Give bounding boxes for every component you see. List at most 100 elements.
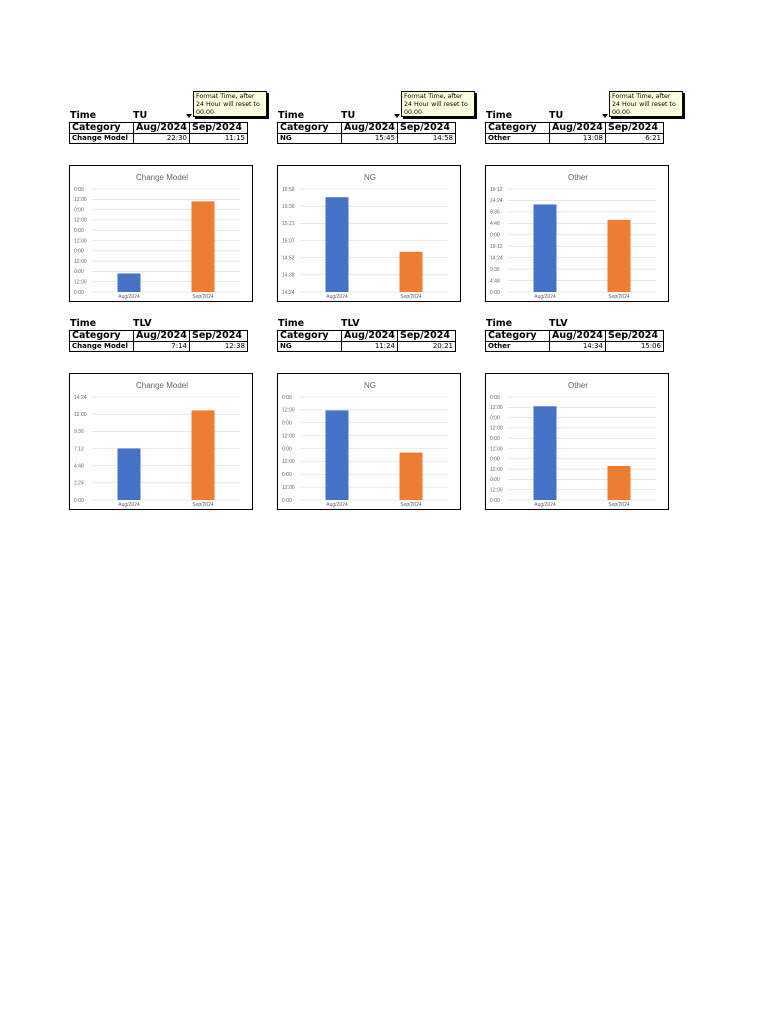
value-cell[interactable]: 12:38 bbox=[189, 341, 248, 352]
month-header[interactable]: Aug/2024 bbox=[549, 122, 606, 134]
data-table: Category Aug/2024 Sep/2024 NG 11:24 20:21 bbox=[277, 330, 456, 352]
value-cell[interactable]: 11:24 bbox=[341, 341, 398, 352]
y-tick-label: 0:00 bbox=[74, 228, 84, 234]
category-cell[interactable]: NG bbox=[277, 341, 342, 352]
value-cell[interactable]: 20:21 bbox=[397, 341, 456, 352]
y-tick-label: 0:00 bbox=[74, 269, 84, 275]
bar-chart: Change Model 0:00 12:00 0:00 12:00 0:00 12:00 0… bbox=[69, 165, 253, 302]
table-header-row: Category Aug/2024 Sep/2024 bbox=[69, 122, 248, 134]
y-tick-label: 12:00 bbox=[74, 259, 87, 265]
table-row: Change Model 22:30 11:15 bbox=[69, 133, 248, 144]
chart-title: Change Model bbox=[136, 381, 188, 390]
y-tick-label: 0:00 bbox=[490, 436, 500, 442]
value-cell[interactable]: 14:34 bbox=[549, 341, 606, 352]
x-tick-label: Sep/2024 bbox=[400, 502, 422, 508]
bar[interactable] bbox=[607, 219, 631, 292]
table-header-row: Category Aug/2024 Sep/2024 bbox=[69, 330, 248, 342]
category-header[interactable]: Category bbox=[485, 330, 550, 342]
month-header[interactable]: Sep/2024 bbox=[397, 330, 456, 342]
y-tick-label: 0:00 bbox=[282, 472, 292, 478]
bar[interactable] bbox=[533, 406, 557, 500]
y-tick-label: 12:00 bbox=[282, 485, 295, 491]
y-tick-label: 12:00 bbox=[74, 280, 87, 286]
bar[interactable] bbox=[399, 452, 423, 500]
comment-note[interactable]: Format Time, after 24 Hour will reset to… bbox=[193, 91, 267, 117]
y-tick-label: 0:00 bbox=[282, 395, 292, 401]
value-cell[interactable]: 6:21 bbox=[605, 133, 664, 144]
table-header-row: Category Aug/2024 Sep/2024 bbox=[277, 122, 456, 134]
y-tick-label: 0:00 bbox=[490, 457, 500, 463]
month-header[interactable]: Sep/2024 bbox=[397, 122, 456, 134]
value-cell[interactable]: 11:15 bbox=[189, 133, 248, 144]
y-tick-label: 15:21 bbox=[282, 221, 295, 227]
y-tick-label: 12:00 bbox=[490, 488, 503, 494]
value-cell[interactable]: 15:06 bbox=[605, 341, 664, 352]
value-cell[interactable]: 13:08 bbox=[549, 133, 606, 144]
category-cell[interactable]: Other bbox=[485, 341, 550, 352]
category-header[interactable]: Category bbox=[485, 122, 550, 134]
value-cell[interactable]: 14:58 bbox=[397, 133, 456, 144]
chart-title: NG bbox=[364, 381, 376, 390]
category-cell[interactable]: NG bbox=[277, 133, 342, 144]
month-header[interactable]: Sep/2024 bbox=[189, 122, 248, 134]
chart-title: Other bbox=[568, 173, 588, 182]
bar[interactable] bbox=[533, 204, 557, 292]
time-label: Time bbox=[486, 110, 513, 121]
location-label: TU bbox=[341, 110, 356, 121]
y-tick-label: 12:00 bbox=[490, 467, 503, 473]
y-tick-label: 19:12 bbox=[490, 244, 503, 250]
month-header[interactable]: Sep/2024 bbox=[189, 330, 248, 342]
chart-title: NG bbox=[364, 173, 376, 182]
bar[interactable] bbox=[191, 201, 215, 292]
month-header[interactable]: Sep/2024 bbox=[605, 122, 664, 134]
x-tick-label: Sep/2024 bbox=[608, 502, 630, 508]
y-tick-label: 14:24 bbox=[490, 255, 503, 261]
y-tick-label: 0:00 bbox=[490, 415, 500, 421]
y-tick-label: 0:00 bbox=[490, 477, 500, 483]
table-header-row: Category Aug/2024 Sep/2024 bbox=[485, 122, 664, 134]
category-header[interactable]: Category bbox=[277, 330, 342, 342]
comment-note[interactable]: Format Time, after 24 Hour will reset to… bbox=[609, 91, 683, 117]
bar[interactable] bbox=[325, 410, 349, 500]
y-tick-label: 12:00 bbox=[282, 433, 295, 439]
bar-chart: Other 0:00 12:00 0:00 12:00 0:00 12:00 0:00 12:0… bbox=[485, 373, 669, 510]
category-header[interactable]: Category bbox=[277, 122, 342, 134]
bar[interactable] bbox=[117, 448, 141, 501]
bar[interactable] bbox=[325, 197, 349, 292]
y-tick-label: 0:00 bbox=[490, 233, 500, 239]
time-header: Time TU bbox=[69, 110, 247, 121]
y-tick-label: 0:00 bbox=[490, 498, 500, 504]
category-header[interactable]: Category bbox=[69, 122, 134, 134]
value-cell[interactable]: 15:45 bbox=[341, 133, 398, 144]
y-tick-label: 15:36 bbox=[282, 204, 295, 210]
y-tick-label: 0:00 bbox=[74, 498, 84, 504]
comment-note[interactable]: Format Time, after 24 Hour will reset to… bbox=[401, 91, 475, 117]
category-cell[interactable]: Change Model bbox=[69, 133, 134, 144]
y-tick-label: 0:00 bbox=[490, 395, 500, 401]
category-cell[interactable]: Change Model bbox=[69, 341, 134, 352]
month-header[interactable]: Aug/2024 bbox=[133, 330, 190, 342]
table-row: Other 14:34 15:06 bbox=[485, 341, 664, 352]
time-label: Time bbox=[70, 318, 97, 329]
month-header[interactable]: Aug/2024 bbox=[341, 122, 398, 134]
y-tick-label: 4:48 bbox=[490, 221, 500, 227]
month-header[interactable]: Aug/2024 bbox=[549, 330, 606, 342]
location-label: TU bbox=[133, 110, 148, 121]
month-header[interactable]: Aug/2024 bbox=[133, 122, 190, 134]
y-tick-label: 14:52 bbox=[282, 255, 295, 261]
x-tick-label: Aug/2024 bbox=[534, 502, 556, 508]
bar[interactable] bbox=[399, 251, 423, 292]
value-cell[interactable]: 7:14 bbox=[133, 341, 190, 352]
category-cell[interactable]: Other bbox=[485, 133, 550, 144]
bar[interactable] bbox=[191, 410, 215, 500]
value-cell[interactable]: 22:30 bbox=[133, 133, 190, 144]
time-label: Time bbox=[70, 110, 97, 121]
x-tick-label: Sep/2024 bbox=[192, 294, 214, 300]
table-header-row: Category Aug/2024 Sep/2024 bbox=[277, 330, 456, 342]
category-header[interactable]: Category bbox=[69, 330, 134, 342]
bar[interactable] bbox=[607, 466, 631, 500]
month-header[interactable]: Sep/2024 bbox=[605, 330, 664, 342]
month-header[interactable]: Aug/2024 bbox=[341, 330, 398, 342]
bar[interactable] bbox=[117, 273, 141, 292]
bar-chart: Other 19:12 14:24 9:36 4:48 0:00 19:12 14:24 9:3… bbox=[485, 165, 669, 302]
